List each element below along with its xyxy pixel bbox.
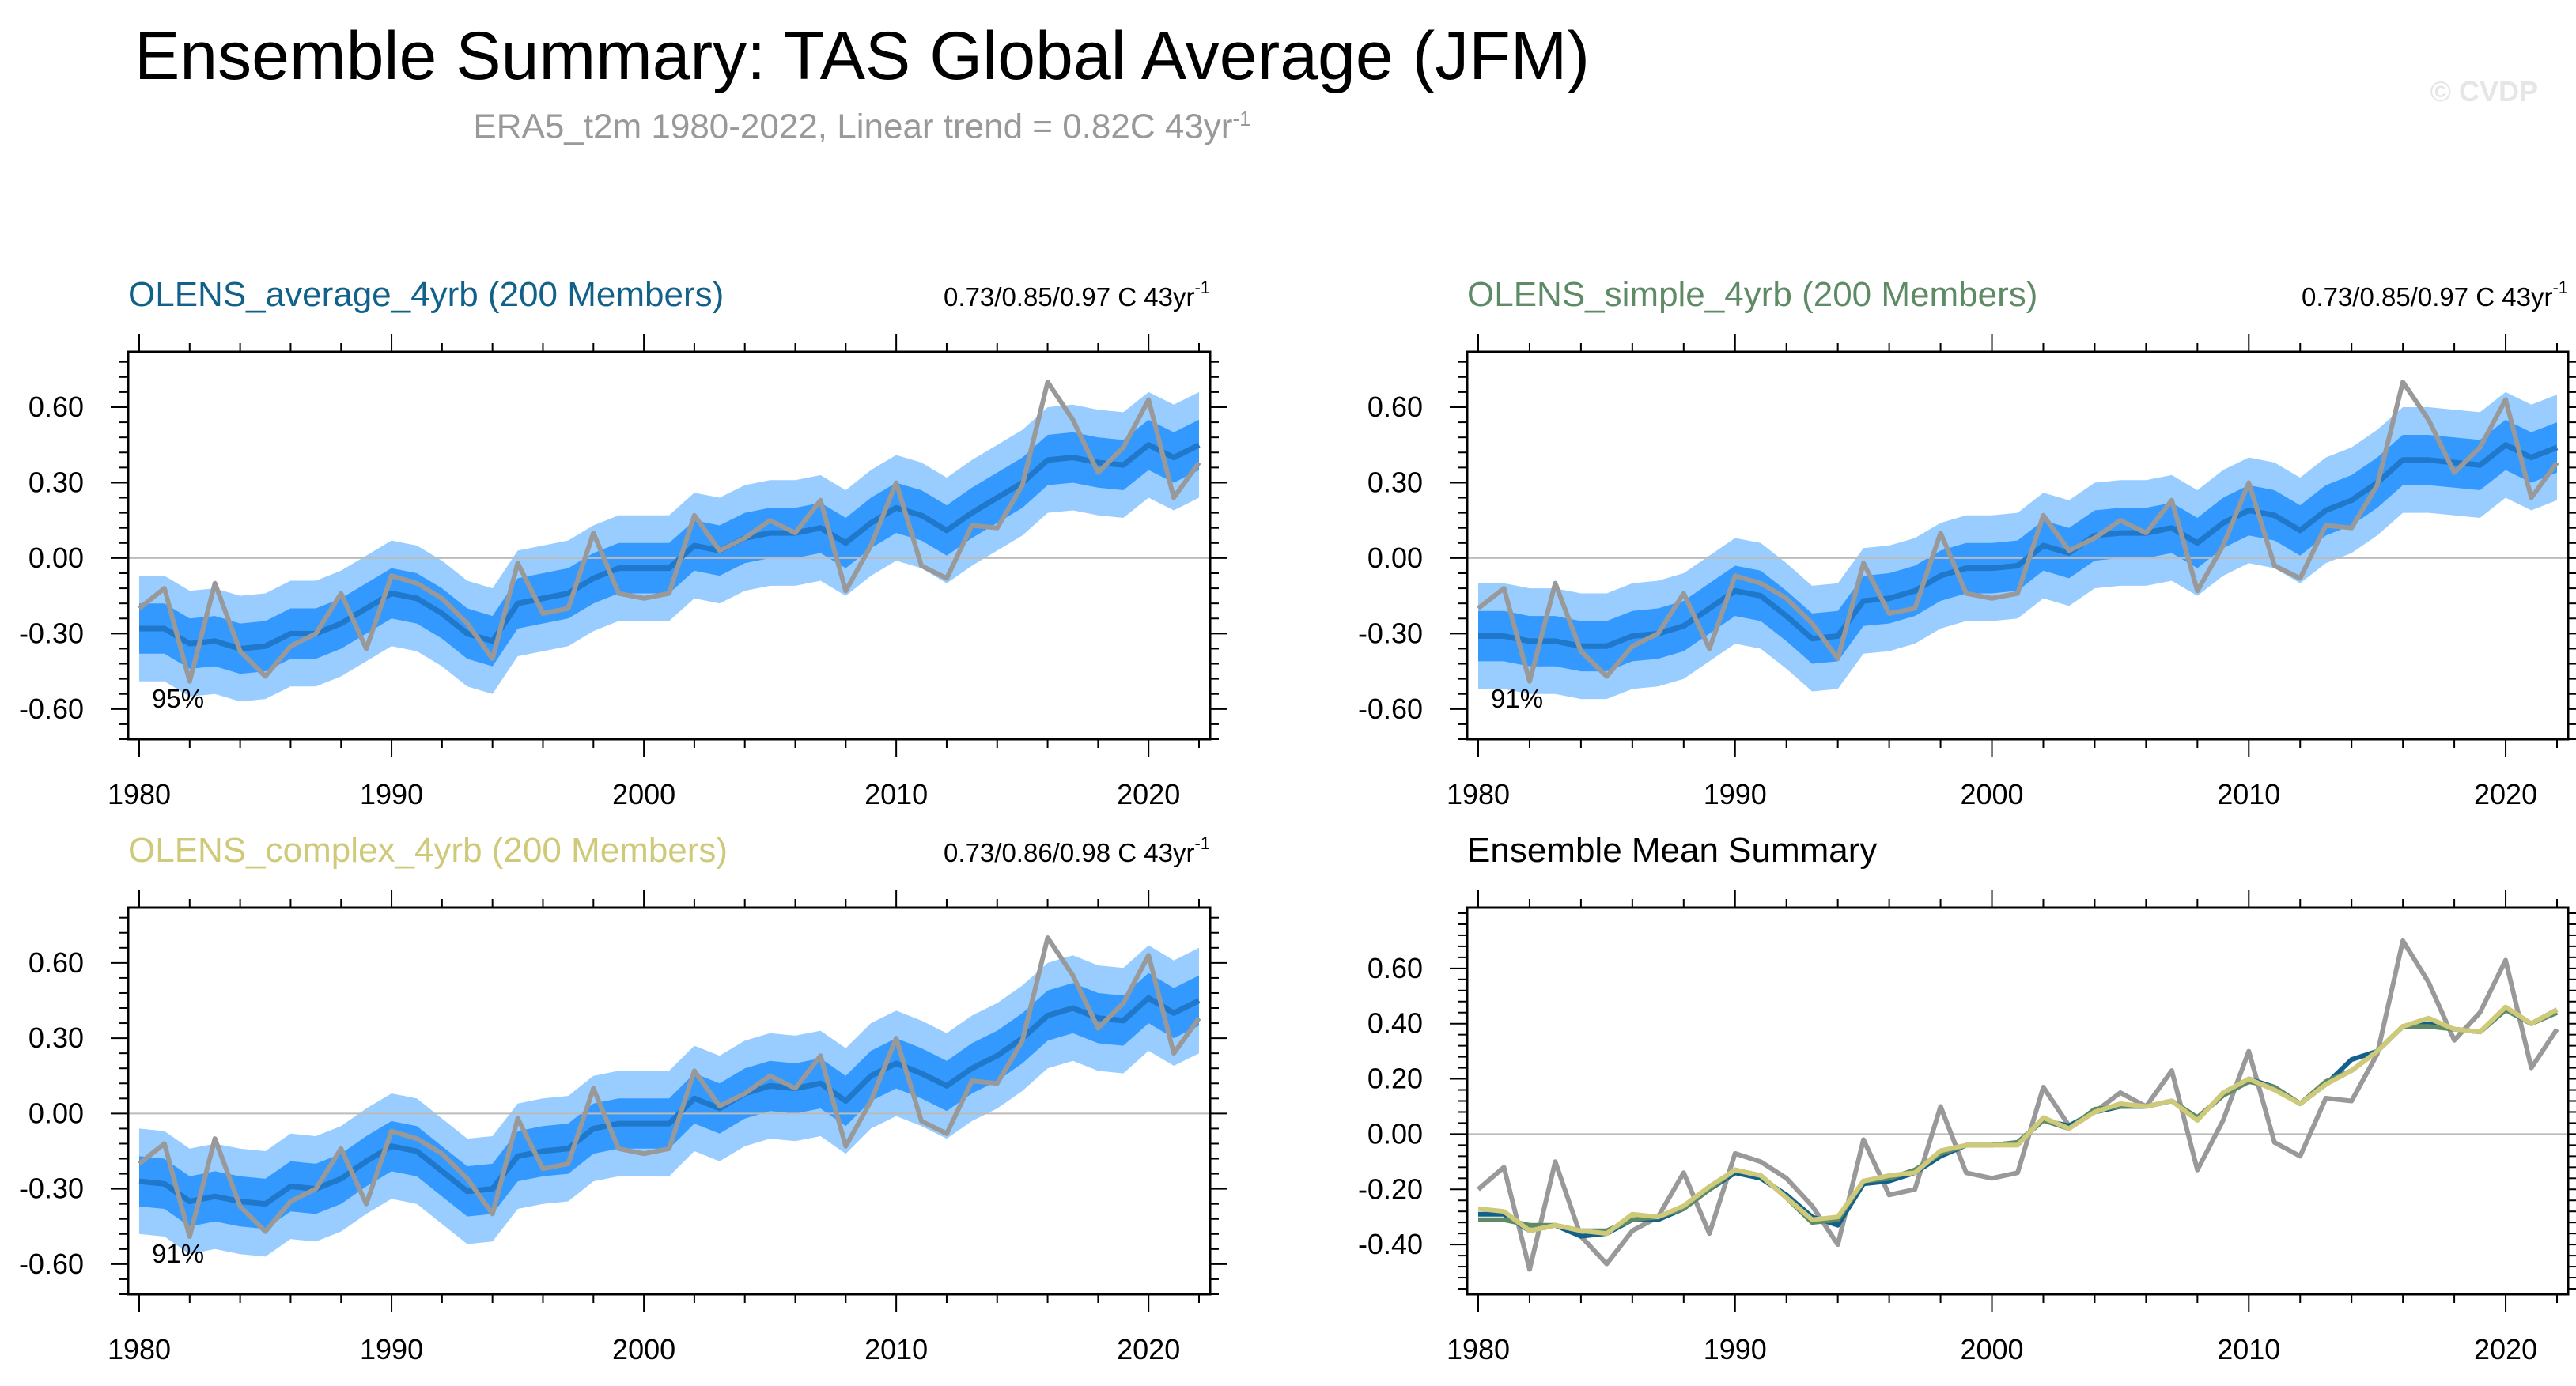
- panel-title: OLENS_complex_4yrb (200 Members): [128, 831, 728, 870]
- panel-4: Ensemble Mean Summary -0.40 -0.20 0.00 0.20 0…: [1358, 831, 2576, 1365]
- y-tick-label: -0.30: [19, 617, 84, 649]
- plot-area: [128, 380, 1210, 702]
- y-tick-label: 0.30: [28, 466, 84, 498]
- main-title: Ensemble Summary: TAS Global Average (JF…: [134, 18, 1591, 94]
- observed-line: [138, 935, 1201, 1239]
- percent-label: 95%: [152, 684, 204, 713]
- y-tick-label: 0.00: [28, 1097, 84, 1129]
- trend-label: 0.73/0.86/0.98 C 43yr-1: [944, 833, 1210, 867]
- y-tick-label: 0.40: [1367, 1007, 1423, 1040]
- observed-line: [138, 380, 1201, 684]
- plot-area: [128, 935, 1210, 1257]
- trend-text: 0.73/0.86/0.98 C 43yr: [944, 838, 1194, 867]
- summary-series-line-3: [1478, 1007, 2559, 1233]
- y-tick-label: 0.30: [1367, 466, 1423, 498]
- plot-frame: [127, 906, 1212, 1296]
- trend-superscript: -1: [2552, 278, 2568, 297]
- summary-series-line-2: [1478, 1007, 2559, 1239]
- y-tick-label: 0.60: [28, 946, 84, 979]
- x-tick-label: 1980: [1447, 778, 1510, 810]
- panel-title: OLENS_average_4yrb (200 Members): [128, 275, 724, 314]
- panel-1: OLENS_average_4yrb (200 Members) 0.73/0.8…: [19, 275, 1227, 810]
- panel-title: Ensemble Mean Summary: [1467, 831, 1877, 870]
- plot-frame: [1466, 350, 2570, 741]
- x-tick-label: 2000: [1960, 778, 2023, 810]
- panel-3: OLENS_complex_4yrb (200 Members) 0.73/0.8…: [19, 831, 1227, 1365]
- panel-title: OLENS_simple_4yrb (200 Members): [1467, 275, 2037, 314]
- y-tick-label: -0.20: [1358, 1173, 1423, 1205]
- y-tick-label: 0.20: [1367, 1063, 1423, 1095]
- observed-line: [1477, 380, 2559, 684]
- x-tick-label: 1990: [1704, 1333, 1767, 1365]
- x-tick-label: 2020: [2474, 778, 2537, 810]
- plot-area: [1467, 380, 2568, 700]
- x-tick-label: 2010: [2217, 1333, 2280, 1365]
- percent-label: 91%: [1491, 684, 1543, 713]
- y-tick-label: -0.40: [1358, 1228, 1423, 1260]
- plot-frame: [127, 350, 1212, 741]
- y-tick-label: -0.60: [19, 693, 84, 725]
- y-tick-label: 0.30: [28, 1022, 84, 1054]
- x-tick-label: 1980: [108, 1333, 171, 1365]
- x-tick-label: 2020: [1117, 778, 1180, 810]
- trend-label: 0.73/0.85/0.97 C 43yr-1: [2302, 278, 2568, 312]
- subtitle: ERA5_t2m 1980-2022, Linear trend = 0.82C…: [0, 107, 1724, 147]
- x-tick-label: 2000: [1960, 1333, 2023, 1365]
- x-tick-label: 2020: [2474, 1333, 2537, 1365]
- x-tick-label: 2010: [2217, 778, 2280, 810]
- y-tick-label: -0.60: [19, 1248, 84, 1280]
- x-tick-label: 1980: [108, 778, 171, 810]
- trend-superscript: -1: [1194, 833, 1210, 853]
- panel-2: OLENS_simple_4yrb (200 Members) 0.73/0.85…: [1358, 275, 2576, 810]
- inner-spread-band: [1478, 419, 2557, 672]
- inner-spread-band: [139, 972, 1199, 1229]
- y-tick-label: 0.60: [28, 391, 84, 423]
- plot-frame: [1466, 906, 2570, 1296]
- trend-text: 0.73/0.85/0.97 C 43yr: [2302, 282, 2552, 312]
- trend-label: 0.73/0.85/0.97 C 43yr-1: [944, 278, 1210, 312]
- subtitle-superscript: -1: [1232, 107, 1251, 130]
- trend-text: 0.73/0.85/0.97 C 43yr: [944, 282, 1194, 312]
- y-tick-label: 0.00: [1367, 542, 1423, 574]
- x-tick-label: 2000: [612, 778, 675, 810]
- x-tick-label: 2010: [864, 778, 928, 810]
- inner-spread-band: [139, 419, 1199, 674]
- x-tick-label: 2000: [612, 1333, 675, 1365]
- x-tick-label: 2010: [864, 1333, 928, 1365]
- y-tick-label: -0.30: [1358, 617, 1423, 649]
- y-tick-label: 0.00: [1367, 1117, 1423, 1150]
- y-tick-label: 0.60: [1367, 952, 1423, 984]
- x-tick-label: 1990: [360, 778, 423, 810]
- trend-superscript: -1: [1194, 278, 1210, 297]
- x-tick-label: 1980: [1447, 1333, 1510, 1365]
- subtitle-text: ERA5_t2m 1980-2022, Linear trend = 0.82C…: [473, 107, 1233, 146]
- x-tick-label: 2020: [1117, 1333, 1180, 1365]
- watermark: © CVDP: [2430, 75, 2538, 108]
- y-tick-label: 0.00: [28, 542, 84, 574]
- percent-label: 91%: [152, 1239, 204, 1268]
- x-tick-label: 1990: [360, 1333, 423, 1365]
- y-tick-label: 0.60: [1367, 391, 1423, 423]
- summary-series-line-4: [1477, 1004, 2559, 1237]
- x-tick-label: 1990: [1704, 778, 1767, 810]
- y-tick-label: -0.60: [1358, 693, 1423, 725]
- y-tick-label: -0.30: [19, 1173, 84, 1205]
- plot-area: [1467, 938, 2568, 1272]
